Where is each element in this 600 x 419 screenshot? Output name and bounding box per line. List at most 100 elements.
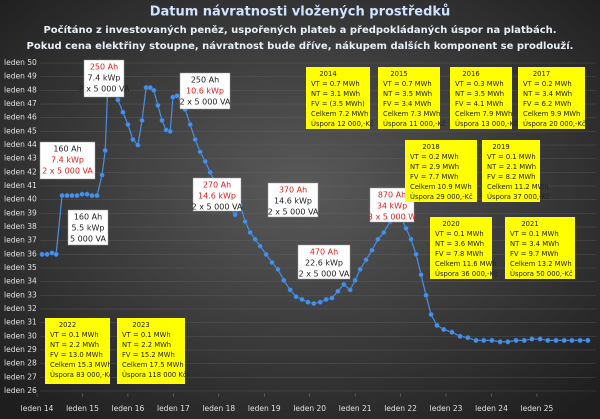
x-tick-label: leden 20 bbox=[293, 404, 326, 413]
y-tick-label: leden 35 bbox=[4, 263, 37, 272]
x-tick-label: leden 16 bbox=[112, 404, 145, 413]
year-box-text: FV = 9.7 MWh bbox=[510, 250, 558, 258]
year-box-text: NT = 2.2 MWh bbox=[122, 341, 171, 349]
data-point bbox=[418, 272, 424, 278]
callout: 270 Ah 14.6 kWp 2 x 5 000 VA bbox=[192, 177, 243, 212]
data-point bbox=[53, 251, 59, 257]
year-box-text: Celkem 15.3 MWh bbox=[50, 361, 112, 369]
y-tick-label: leden 30 bbox=[4, 331, 37, 340]
y-tick-label: leden 27 bbox=[4, 372, 37, 381]
data-point bbox=[275, 266, 281, 273]
callout: 160 Ah 5.5 kWp 5 000 VA bbox=[67, 209, 109, 246]
data-point bbox=[347, 287, 353, 293]
callout-text: 2 x 5 000 VA bbox=[180, 98, 231, 107]
callout-text: 2 x 5 000 VA bbox=[299, 270, 350, 279]
callout-box bbox=[192, 177, 242, 212]
year-box-title: 2015 bbox=[390, 70, 407, 78]
y-tick-label: leden 47 bbox=[4, 99, 37, 108]
year-box-text: NT = 3.1 MWh bbox=[311, 90, 360, 98]
year-box-text: VT = 0.1 MWh bbox=[435, 230, 484, 238]
y-tick-label: leden 45 bbox=[4, 126, 37, 135]
data-point bbox=[305, 299, 311, 305]
callout: 370 Ah 14.6 kWp 2 x 5 000 VA bbox=[268, 182, 319, 218]
data-point bbox=[167, 128, 173, 135]
data-point bbox=[232, 212, 238, 218]
year-box: 2015 VT = 0.7 MWh NT = 3.5 MWh FV = 3.4 MWh… bbox=[378, 67, 446, 129]
y-tick-label: leden 32 bbox=[4, 304, 37, 313]
data-point bbox=[481, 337, 487, 344]
year-box-text: NT = 2.9 MWh bbox=[410, 163, 459, 171]
year-box-title: 2019 bbox=[492, 143, 509, 151]
data-point bbox=[311, 300, 317, 307]
data-point bbox=[44, 251, 50, 257]
data-point bbox=[263, 251, 269, 257]
year-box-text: Úspora 37 000,-Kč bbox=[487, 192, 550, 201]
y-tick-label: leden 36 bbox=[4, 249, 37, 258]
data-point bbox=[505, 339, 511, 345]
year-box-text: Úspora 11 000,-Kč bbox=[383, 119, 446, 128]
data-point bbox=[457, 333, 463, 339]
y-tick-label: leden 37 bbox=[4, 236, 37, 245]
year-box-text: NT = 2.1 MWh bbox=[487, 163, 536, 171]
x-tick-label: leden 21 bbox=[339, 404, 372, 413]
data-point bbox=[125, 121, 131, 128]
year-box-bg bbox=[306, 67, 370, 129]
year-box-text: Celkem 11.6 MWh bbox=[435, 260, 497, 268]
year-box-text: FV = 15.2 MWh bbox=[122, 351, 175, 359]
y-tick-label: leden 38 bbox=[4, 222, 37, 231]
callout-text: 870 Ah bbox=[378, 191, 406, 200]
y-tick-label: leden 33 bbox=[4, 290, 37, 299]
x-tick-label: leden 24 bbox=[475, 404, 508, 413]
year-box-title: 2014 bbox=[319, 70, 336, 78]
year-box-title: 2018 bbox=[422, 143, 439, 151]
year-box-text: VT = 0.2 MWh bbox=[523, 80, 572, 88]
callout-text: 250 Ah bbox=[191, 76, 219, 85]
data-point bbox=[174, 93, 180, 99]
year-box-title: 2017 bbox=[533, 70, 550, 78]
y-tick-label: leden 46 bbox=[4, 113, 37, 122]
callout-text: 7.4 kWp bbox=[88, 74, 121, 83]
callout-box bbox=[67, 209, 109, 246]
year-box-text: VT = 0.1 MWh bbox=[50, 331, 99, 339]
y-tick-label: leden 40 bbox=[4, 195, 37, 204]
x-tick-label: leden 14 bbox=[21, 404, 54, 413]
data-point bbox=[69, 192, 75, 199]
year-box-text: Úspora 118 000 Kč bbox=[122, 370, 187, 379]
year-box-text: FV = 7.8 MWh bbox=[435, 250, 483, 258]
data-point bbox=[299, 296, 305, 303]
year-box: 2020 VT = 0.1 MWh NT = 3.6 MWh FV = 7.8 MWh… bbox=[430, 217, 498, 279]
callout-text: 7.4 kWp bbox=[51, 156, 84, 165]
year-box-text: FV = 8.2 MWh bbox=[487, 173, 535, 181]
callout: 250 Ah 10.6 kWp 2 x 5 000 VA bbox=[180, 72, 231, 110]
year-box-bg bbox=[45, 318, 110, 384]
data-point bbox=[135, 142, 141, 148]
data-point bbox=[120, 109, 126, 115]
year-box-text: Celkem 7.2 MWh bbox=[311, 110, 368, 118]
data-point bbox=[252, 236, 258, 242]
callout-box bbox=[297, 244, 351, 280]
year-box-text: FV = 3.4 MWh bbox=[383, 100, 431, 108]
y-tick-label: leden 44 bbox=[4, 140, 37, 149]
y-tick-label: leden 26 bbox=[4, 386, 37, 395]
year-box-text: FV = 4.1 MWh bbox=[455, 100, 503, 108]
callout-text: 10.6 kWp bbox=[186, 87, 224, 96]
callout-text: 34 kWp bbox=[377, 202, 407, 211]
callout: 250 Ah 7.4 kWp 2 x 5 000 VA bbox=[79, 59, 130, 98]
callout-text: 5 000 VA bbox=[70, 235, 106, 244]
callout-text: 2 x 5 000 VA bbox=[192, 203, 243, 212]
data-point bbox=[352, 277, 358, 283]
year-box-text: VT = 0.3 MWh bbox=[455, 80, 504, 88]
data-point bbox=[192, 136, 198, 143]
year-box: 2021 VT = 0.1 MWh NT = 3.4 MWh FV = 9.7 MWh… bbox=[505, 217, 575, 279]
data-point bbox=[403, 225, 409, 232]
year-box-bg bbox=[482, 140, 540, 202]
year-box-text: VT = 0.7 MWh bbox=[311, 80, 360, 88]
data-point bbox=[247, 229, 253, 236]
data-point bbox=[357, 266, 363, 273]
data-point bbox=[130, 136, 136, 143]
year-box-text: VT = 0.2 MWh bbox=[410, 153, 459, 161]
data-point bbox=[59, 192, 65, 199]
year-box-text: Celkem 9.9 MWh bbox=[523, 110, 580, 118]
year-box-title: 2021 bbox=[521, 220, 538, 228]
